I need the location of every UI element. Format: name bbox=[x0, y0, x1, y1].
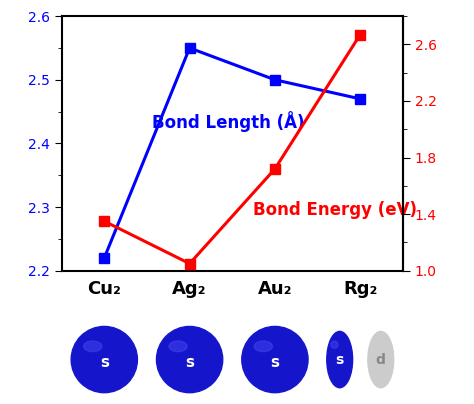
Ellipse shape bbox=[368, 331, 394, 388]
Text: s: s bbox=[185, 356, 194, 370]
Text: d: d bbox=[376, 353, 386, 366]
Ellipse shape bbox=[327, 331, 353, 388]
Ellipse shape bbox=[83, 341, 102, 351]
Ellipse shape bbox=[156, 326, 223, 393]
Text: s: s bbox=[100, 356, 109, 370]
Text: Bond Energy (eV): Bond Energy (eV) bbox=[253, 201, 417, 219]
Text: Bond Length (Å): Bond Length (Å) bbox=[152, 111, 304, 132]
Text: s: s bbox=[336, 353, 344, 366]
Ellipse shape bbox=[254, 341, 273, 351]
Ellipse shape bbox=[331, 341, 338, 348]
Ellipse shape bbox=[169, 341, 187, 351]
Ellipse shape bbox=[242, 326, 308, 393]
Ellipse shape bbox=[71, 326, 137, 393]
Text: s: s bbox=[271, 356, 279, 370]
